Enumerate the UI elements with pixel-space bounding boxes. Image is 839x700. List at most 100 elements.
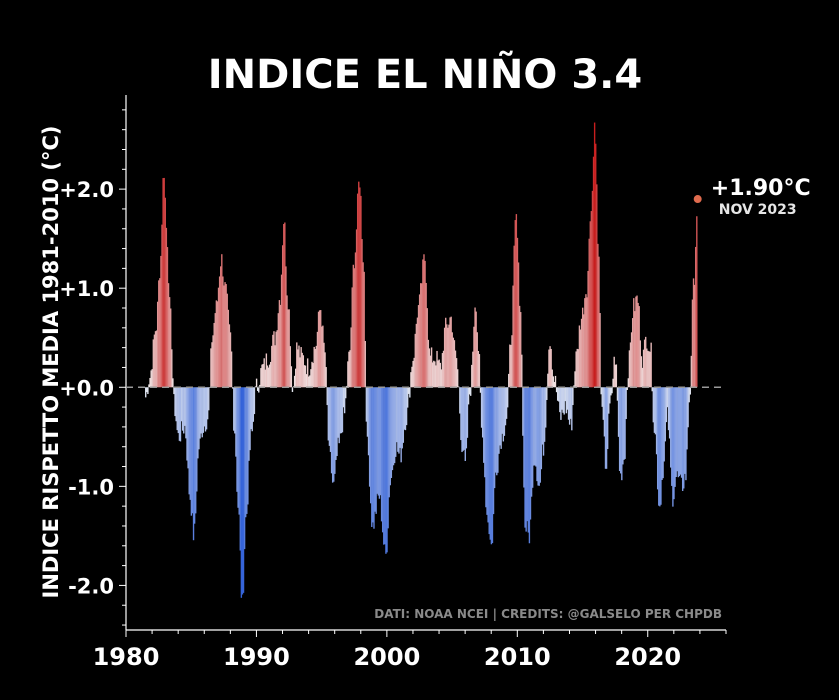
monthly-bar: [604, 387, 607, 469]
monthly-bar: [339, 387, 341, 434]
monthly-bar: [145, 387, 147, 398]
x-tick-label: 2000: [353, 643, 420, 671]
monthly-bar: [203, 387, 206, 427]
monthly-bar: [614, 364, 616, 388]
monthly-bar: [621, 387, 623, 481]
monthly-bar: [454, 350, 457, 388]
monthly-bar: [401, 387, 403, 449]
monthly-bar: [641, 367, 644, 388]
monthly-bar: [623, 387, 625, 460]
monthly-bar: [364, 341, 366, 388]
monthly-bar: [239, 387, 241, 551]
monthly-bar: [377, 387, 380, 496]
monthly-bar: [299, 357, 301, 388]
monthly-bar: [291, 387, 294, 392]
monthly-bar: [543, 387, 546, 442]
monthly-bar: [305, 374, 308, 388]
monthly-bar: [636, 295, 638, 388]
monthly-bar: [684, 387, 686, 474]
monthly-bar: [691, 299, 694, 388]
monthly-bar: [197, 387, 199, 459]
monthly-bar: [206, 387, 209, 420]
monthly-bar: [334, 387, 336, 474]
monthly-bar: [427, 339, 430, 388]
monthly-bar: [243, 387, 246, 550]
monthly-bar: [553, 381, 556, 388]
monthly-bar: [664, 387, 666, 442]
monthly-bar: [330, 387, 333, 474]
monthly-bar: [586, 297, 588, 388]
monthly-bar: [618, 387, 621, 472]
monthly-bar: [521, 354, 523, 388]
monthly-bar: [451, 332, 453, 388]
monthly-bar: [616, 387, 619, 401]
monthly-bar: [375, 387, 377, 514]
monthly-bar: [241, 387, 244, 595]
monthly-bar: [679, 387, 682, 475]
monthly-bar: [640, 356, 643, 388]
monthly-bar: [431, 362, 434, 388]
monthly-bar: [384, 387, 386, 545]
monthly-bar: [386, 387, 388, 553]
monthly-bar: [678, 387, 681, 477]
monthly-bar: [463, 387, 465, 450]
monthly-bar: [625, 387, 627, 420]
monthly-bar: [321, 326, 323, 388]
monthly-bar: [245, 387, 247, 518]
monthly-bar: [293, 375, 296, 388]
monthly-bar: [435, 365, 437, 388]
monthly-bar: [539, 387, 541, 483]
monthly-bar: [279, 304, 282, 388]
monthly-bar: [323, 342, 325, 388]
monthly-bar: [687, 387, 689, 428]
monthly-bar: [311, 361, 313, 388]
monthly-bar: [146, 387, 148, 393]
monthly-bar: [491, 387, 494, 544]
monthly-bar: [313, 346, 315, 388]
monthly-bar: [498, 387, 500, 454]
monthly-bar: [516, 237, 519, 388]
monthly-bar: [548, 349, 550, 388]
monthly-bar: [312, 363, 314, 388]
monthly-bar: [320, 310, 322, 388]
monthly-bar: [428, 348, 431, 388]
monthly-bar: [624, 387, 626, 459]
monthly-bar: [159, 278, 161, 388]
monthly-bar: [415, 323, 418, 388]
monthly-bar: [276, 330, 278, 388]
monthly-bar: [609, 387, 611, 404]
monthly-bar: [171, 349, 173, 388]
monthly-bar: [496, 387, 498, 476]
monthly-bar: [379, 387, 382, 496]
x-tick-label: 1990: [223, 643, 290, 671]
monthly-bar: [155, 330, 158, 388]
monthly-bar: [397, 387, 399, 452]
monthly-bar: [489, 387, 491, 540]
monthly-bar: [420, 283, 422, 388]
monthly-bar: [400, 387, 402, 463]
monthly-bar: [505, 387, 508, 419]
monthly-bar: [681, 387, 684, 491]
monthly-bar: [611, 387, 613, 394]
monthly-bar: [462, 387, 464, 451]
monthly-bar: [371, 387, 373, 527]
monthly-bar: [549, 346, 551, 388]
monthly-bar: [567, 387, 570, 420]
monthly-bar: [217, 287, 220, 388]
monthly-bar: [388, 387, 390, 498]
monthly-bar: [458, 386, 460, 388]
monthly-bar: [511, 335, 513, 388]
monthly-bar: [515, 214, 518, 388]
monthly-bar: [172, 378, 174, 388]
monthly-bar: [188, 387, 190, 495]
monthly-bar: [668, 387, 671, 439]
monthly-bar: [513, 245, 515, 388]
monthly-bar: [570, 387, 572, 419]
monthly-bar: [673, 387, 675, 500]
monthly-bar: [242, 387, 245, 593]
monthly-bar: [572, 387, 574, 406]
monthly-bar: [189, 387, 191, 500]
monthly-bar: [228, 324, 231, 388]
monthly-bar: [695, 246, 697, 388]
monthly-bar: [585, 294, 587, 388]
